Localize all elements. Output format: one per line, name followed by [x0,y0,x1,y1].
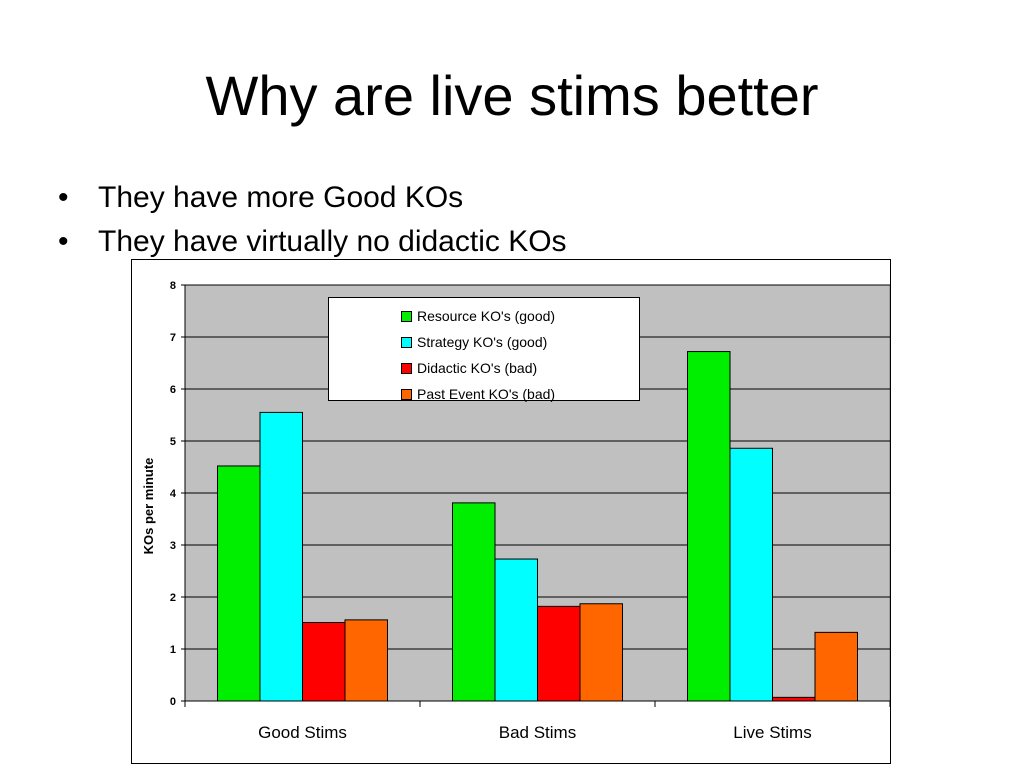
legend-label: Past Event KO's (bad) [417,386,556,402]
y-tick-label: 3 [170,540,176,552]
x-tick-label: Live Stims [733,723,811,742]
bar [302,621,346,702]
bullet-list: • They have more Good KOs • They have vi… [58,176,567,264]
legend-swatch [401,362,412,374]
y-tick-label: 5 [170,436,176,448]
legend-item: Resource KO's (good) [401,303,639,329]
legend-label: Resource KO's (good) [417,308,556,324]
y-axis-label: KOs per minute [141,458,156,555]
y-tick-label: 7 [170,332,176,344]
bullet-dot: • [58,181,69,214]
legend-swatch [401,388,412,400]
bar [494,558,538,702]
bar [772,696,816,702]
bar [452,502,496,702]
bar [259,411,303,702]
y-tick-label: 2 [170,592,176,604]
x-tick-label: Good Stims [258,723,347,742]
bar [687,351,731,702]
legend-item: Past Event KO's (bad) [401,381,639,407]
legend-item: Didactic KO's (bad) [401,355,639,381]
slide-title: Why are live stims better [205,64,819,127]
y-tick-label: 8 [170,280,176,292]
legend-label: Strategy KO's (good) [417,334,548,350]
legend-swatch [401,336,412,348]
chart-legend: Resource KO's (good) Strategy KO's (good… [328,297,640,402]
legend-label: Didactic KO's (bad) [417,360,538,376]
y-tick-label: 1 [170,644,176,656]
bar [537,605,581,702]
chart-container: 0 1 2 3 4 5 6 7 8 Good Stims Bad Stims Live Stims KO… [131,259,891,764]
legend-item: Strategy KO's (good) [401,329,639,355]
bullet-item: • They have virtually no didactic KOs [58,220,567,264]
bar [814,631,858,702]
y-tick-label: 0 [170,696,176,708]
bar [729,447,773,702]
bullet-dot: • [58,225,69,258]
bar [344,619,388,702]
y-tick-label: 4 [170,488,177,500]
legend-swatch [401,310,412,322]
bar [217,465,261,702]
x-tick-label: Bad Stims [499,723,576,742]
bullet-text: They have virtually no didactic KOs [98,225,567,258]
bullet-item: • They have more Good KOs [58,176,567,220]
bullet-text: They have more Good KOs [98,181,464,214]
y-tick-label: 6 [170,384,176,396]
bar [579,603,623,702]
